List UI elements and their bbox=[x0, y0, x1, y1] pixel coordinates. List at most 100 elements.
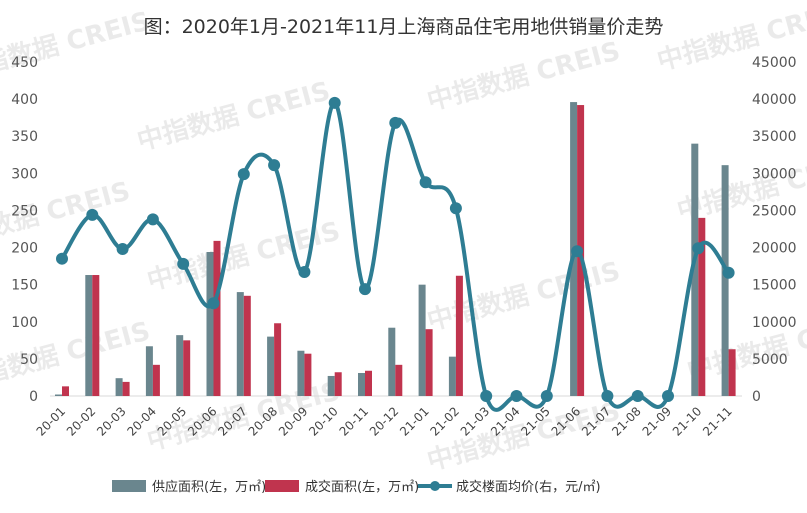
watermark-text: 中指数据 CREIS bbox=[424, 36, 623, 116]
legend-price-label: 成交楼面均价(右，元/㎡) bbox=[456, 479, 601, 495]
price-marker bbox=[237, 168, 250, 181]
left-axis-tick: 0 bbox=[29, 389, 38, 405]
right-axis-tick: 10000 bbox=[752, 315, 797, 331]
right-axis-tick: 45000 bbox=[752, 55, 797, 71]
supply-bar bbox=[358, 372, 365, 396]
supply-bar bbox=[297, 350, 305, 396]
left-axis: 0 50 100 150 200 250 300 350 400 450 bbox=[11, 55, 38, 405]
supply-bar bbox=[721, 165, 729, 396]
price-marker bbox=[177, 257, 190, 270]
price-marker bbox=[268, 159, 281, 172]
x-axis: 20-0120-0220-0320-0420-0520-0620-0720-08… bbox=[34, 404, 735, 439]
left-axis-tick: 450 bbox=[11, 55, 38, 71]
sales-bar bbox=[213, 240, 221, 396]
watermark-text: 中指数据 CREIS bbox=[134, 76, 333, 156]
price-marker bbox=[207, 297, 220, 310]
sales-bar bbox=[92, 275, 100, 396]
x-axis-tick: 20-12 bbox=[367, 404, 402, 439]
price-marker bbox=[571, 245, 584, 258]
right-axis-tick: 0 bbox=[752, 389, 761, 405]
price-marker bbox=[298, 266, 311, 279]
legend-supply-label: 供应面积(左，万㎡) bbox=[152, 479, 266, 495]
left-axis-tick: 350 bbox=[11, 129, 38, 145]
sales-bar bbox=[365, 370, 372, 396]
x-axis-tick: 21-11 bbox=[700, 404, 735, 439]
price-marker bbox=[449, 202, 462, 215]
sales-bar bbox=[728, 349, 736, 396]
price-marker bbox=[389, 116, 402, 129]
left-axis-tick: 100 bbox=[11, 315, 38, 331]
price-marker bbox=[359, 283, 371, 296]
supply-bar bbox=[448, 356, 456, 396]
legend-price-marker-icon bbox=[430, 481, 440, 491]
x-axis-tick: 21-09 bbox=[640, 404, 675, 439]
price-marker bbox=[146, 213, 159, 226]
supply-bar bbox=[267, 336, 275, 396]
left-axis-tick: 400 bbox=[11, 92, 38, 108]
price-marker bbox=[692, 242, 705, 255]
x-axis-tick: 20-01 bbox=[34, 404, 69, 439]
sales-bar bbox=[243, 295, 251, 396]
x-axis-tick: 21-02 bbox=[427, 404, 462, 439]
supply-bar bbox=[418, 284, 426, 396]
x-axis-tick: 21-01 bbox=[397, 404, 432, 439]
price-marker bbox=[328, 96, 341, 109]
price-marker bbox=[419, 176, 432, 189]
supply-bar bbox=[55, 394, 62, 396]
supply-bar bbox=[691, 143, 699, 396]
price-marker bbox=[116, 243, 129, 256]
sales-bar bbox=[152, 364, 160, 396]
price-marker bbox=[540, 390, 553, 402]
left-axis-tick: 150 bbox=[11, 278, 38, 294]
right-axis-tick: 40000 bbox=[752, 92, 797, 108]
right-axis: 0 5000 10000 15000 20000 25000 30000 35000 40000… bbox=[752, 55, 797, 405]
left-axis-tick: 300 bbox=[11, 166, 38, 182]
right-axis-tick: 35000 bbox=[752, 129, 797, 145]
x-axis-tick: 20-03 bbox=[94, 404, 129, 439]
right-axis-tick: 15000 bbox=[752, 278, 797, 294]
sales-bar bbox=[304, 353, 312, 396]
legend: 供应面积(左，万㎡) 成交面积(左，万㎡) 成交楼面均价(右，元/㎡) bbox=[112, 479, 601, 495]
supply-bar bbox=[327, 375, 335, 396]
sales-bar bbox=[455, 275, 463, 396]
sales-bar bbox=[62, 386, 69, 396]
supply-bar bbox=[115, 378, 123, 396]
price-marker bbox=[86, 208, 99, 221]
x-axis-tick: 20-02 bbox=[64, 404, 99, 439]
price-marker bbox=[480, 390, 493, 402]
legend-supply-swatch bbox=[112, 480, 146, 492]
supply-bar bbox=[176, 335, 184, 396]
watermark-text: 中指数据 CREIS bbox=[0, 6, 153, 86]
sales-bar bbox=[183, 340, 191, 396]
right-axis-tick: 5000 bbox=[752, 352, 788, 368]
price-marker bbox=[56, 252, 68, 265]
sales-bar bbox=[334, 372, 342, 396]
price-marker bbox=[601, 390, 614, 402]
x-axis-tick: 21-10 bbox=[670, 404, 705, 439]
supply-bar bbox=[85, 275, 93, 396]
supply-bar bbox=[236, 292, 244, 396]
price-marker bbox=[510, 390, 523, 402]
sales-bar bbox=[698, 217, 706, 396]
sales-bar bbox=[274, 323, 282, 396]
right-axis-tick: 20000 bbox=[752, 241, 797, 257]
x-axis-tick: 20-11 bbox=[337, 404, 372, 439]
supply-bar bbox=[388, 327, 396, 396]
right-axis-tick: 25000 bbox=[752, 203, 797, 219]
right-axis-tick: 30000 bbox=[752, 166, 797, 182]
legend-sales-label: 成交面积(左，万㎡) bbox=[305, 479, 419, 495]
price-marker bbox=[631, 390, 644, 402]
supply-bar bbox=[206, 252, 214, 396]
supply-bar bbox=[145, 346, 153, 396]
price-marker bbox=[662, 390, 674, 402]
price-line-series bbox=[56, 96, 735, 412]
legend-sales-swatch bbox=[265, 480, 299, 492]
left-axis-tick: 200 bbox=[11, 241, 38, 257]
sales-bar bbox=[122, 381, 130, 396]
chart-title: 图：2020年1月-2021年11月上海商品住宅用地供销量价走势 bbox=[143, 16, 664, 38]
sales-bar bbox=[395, 364, 403, 396]
left-axis-tick: 50 bbox=[20, 352, 38, 368]
price-marker bbox=[722, 266, 735, 279]
